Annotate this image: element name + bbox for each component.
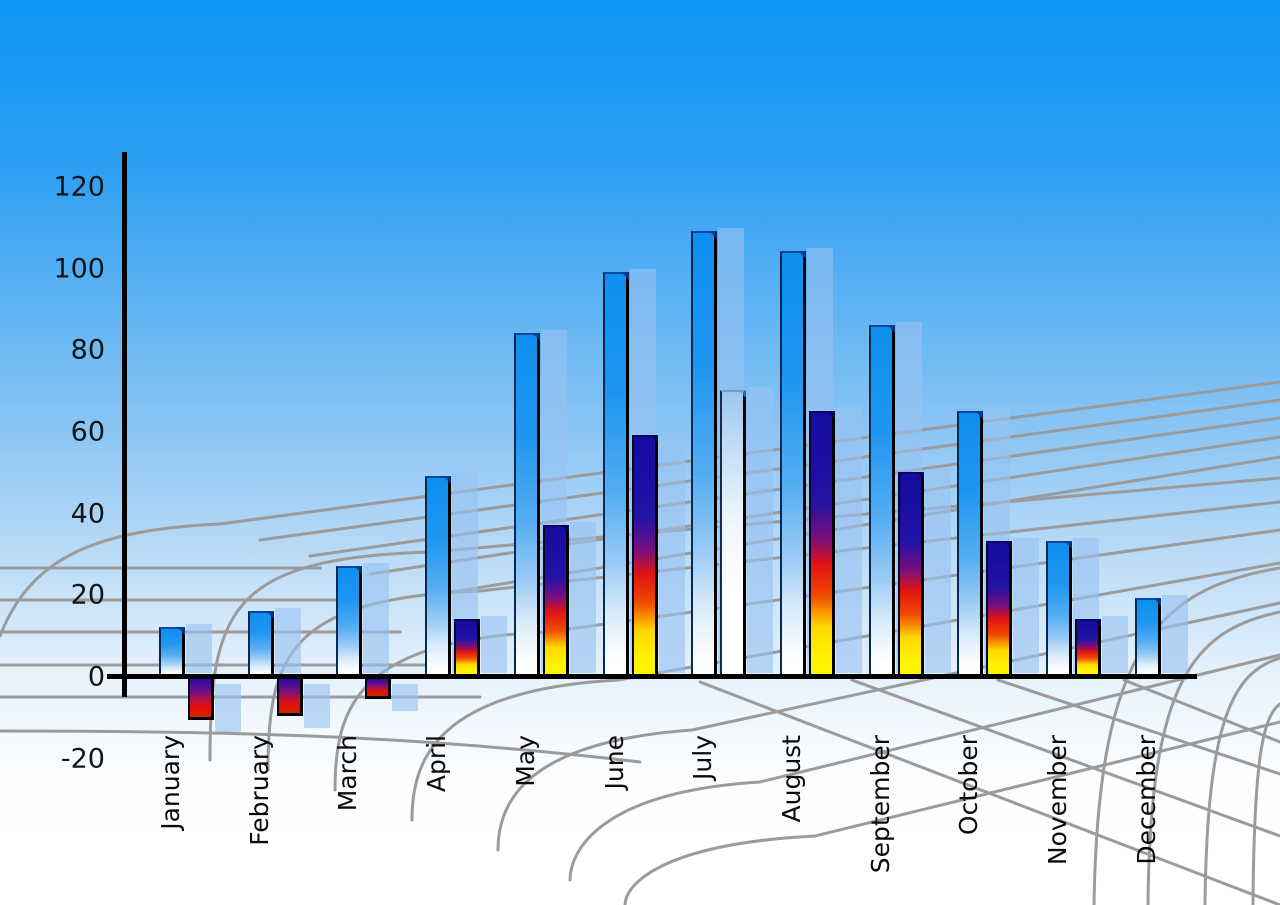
bar-april-main xyxy=(425,475,452,676)
month-text: January xyxy=(156,735,185,830)
bar-february-secondary xyxy=(276,679,303,716)
bar-top-bevel xyxy=(560,524,569,533)
bar-december-main xyxy=(1134,598,1161,676)
shadow-july-secondary xyxy=(747,387,774,673)
month-text: May xyxy=(510,735,540,787)
month-text: September xyxy=(865,735,895,874)
shadow-august-secondary xyxy=(835,407,862,673)
bar-august-secondary xyxy=(808,410,835,676)
shadow-january-main xyxy=(186,624,212,673)
bar-top-bevel xyxy=(975,410,984,419)
y-tick-label-60: 60 xyxy=(70,416,105,448)
month-text: March xyxy=(333,735,363,812)
bar-january-secondary xyxy=(188,679,214,720)
month-text: August xyxy=(776,735,806,823)
y-tick-label--20: -20 xyxy=(60,743,105,775)
bar-top-bevel xyxy=(531,333,540,342)
shadow-march-secondary xyxy=(392,684,419,712)
bar-top-bevel xyxy=(709,230,718,239)
bar-september-main xyxy=(868,324,895,676)
bar-top-bevel xyxy=(177,627,185,635)
bar-october-secondary xyxy=(986,541,1013,676)
bar-february-main xyxy=(247,610,274,676)
bar-top-bevel xyxy=(620,271,629,280)
bar-top-bevel xyxy=(1152,598,1161,607)
bar-august-main xyxy=(779,251,806,676)
bar-march-secondary xyxy=(365,679,392,700)
y-tick-label-40: 40 xyxy=(70,498,105,530)
month-text: July xyxy=(688,735,718,780)
month-text: June xyxy=(599,735,629,790)
bar-top-bevel xyxy=(886,324,895,333)
y-tick-label-20: 20 xyxy=(70,579,105,611)
month-text: April xyxy=(422,735,452,793)
bar-top-bevel xyxy=(1004,541,1013,550)
shadow-january-secondary xyxy=(215,684,241,732)
bar-top-bevel xyxy=(649,435,658,444)
month-text: February xyxy=(244,735,274,846)
bar-june-main xyxy=(602,271,629,676)
bar-top-bevel xyxy=(738,390,747,399)
x-axis-line xyxy=(107,674,1197,679)
bar-top-bevel xyxy=(443,475,452,484)
bar-top-bevel xyxy=(472,618,481,627)
bar-september-secondary xyxy=(897,471,924,676)
y-tick-label-120: 120 xyxy=(53,171,105,203)
bar-top-bevel xyxy=(354,565,363,574)
bar-july-main xyxy=(691,230,718,676)
month-text: November xyxy=(1043,735,1072,866)
shadow-december-main xyxy=(1161,595,1188,673)
bar-july-secondary xyxy=(720,390,747,676)
bar-top-bevel xyxy=(1064,541,1072,550)
bar-top-bevel xyxy=(915,471,924,480)
bar-top-bevel xyxy=(265,610,274,619)
y-tick-label-80: 80 xyxy=(70,334,105,366)
bar-november-main xyxy=(1046,541,1072,676)
shadow-april-secondary xyxy=(481,615,508,673)
shadow-november-secondary xyxy=(1102,615,1128,673)
shadow-february-secondary xyxy=(303,684,330,728)
bar-june-secondary xyxy=(631,435,658,676)
y-axis-line xyxy=(122,152,127,697)
month-text: October xyxy=(954,735,984,836)
month-text: December xyxy=(1131,735,1161,865)
bar-top-bevel xyxy=(797,251,806,260)
y-tick-label-100: 100 xyxy=(53,253,105,285)
shadow-march-main xyxy=(363,562,390,673)
bar-january-main xyxy=(159,627,185,676)
bar-may-secondary xyxy=(542,524,569,676)
y-tick-label-0: 0 xyxy=(87,661,105,693)
bar-march-main xyxy=(336,565,363,676)
bar-may-main xyxy=(513,333,540,676)
bar-october-main xyxy=(957,410,984,676)
bar-top-bevel xyxy=(826,410,835,419)
shadow-may-secondary xyxy=(569,521,596,673)
bar-november-secondary xyxy=(1075,618,1101,676)
shadow-june-secondary xyxy=(658,432,685,673)
shadow-october-secondary xyxy=(1013,538,1040,673)
bar-top-bevel xyxy=(1093,618,1101,627)
shadow-february-main xyxy=(274,607,301,673)
shadow-september-secondary xyxy=(924,468,951,673)
